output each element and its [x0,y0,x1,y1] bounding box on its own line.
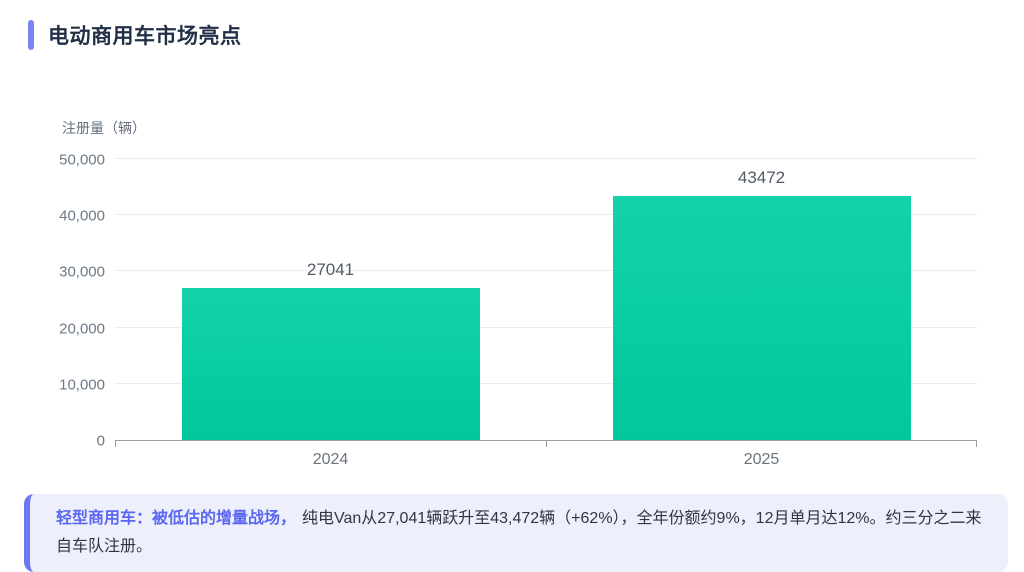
title-accent-bar [28,20,34,50]
x-axis-tick [115,440,116,447]
gridline [115,270,977,272]
page-title: 电动商用车市场亮点 [48,25,242,48]
bar-value-label: 43472 [737,167,786,187]
x-axis-tick [976,440,977,447]
y-tick-label: 50,000 [59,151,105,169]
gridline [115,214,977,216]
gridline [115,382,977,384]
y-axis-title: 注册量（辆） [62,120,146,136]
y-tick-label: 10,000 [59,376,105,394]
y-tick-label: 40,000 [59,207,105,225]
bar-2025[interactable] [612,195,911,440]
y-axis-tick-labels: 0 10,000 20,000 30,000 40,000 50,000 [20,152,105,450]
x-tick-label: 2025 [743,451,780,468]
y-tick-label: 20,000 [59,320,105,338]
bar-value-label: 27041 [306,260,355,280]
x-axis-tick-labels: 2024 2025 [115,451,977,473]
y-tick-label: 0 [96,432,105,450]
y-tick-label: 30,000 [59,263,105,281]
note-body-text: 纯电Van从27,041辆跃升至43,472辆（+62%），全年份额约9%，12… [56,510,982,555]
x-axis-tick [546,440,547,447]
x-tick-label: 2024 [312,451,349,468]
plot-area: 27041 43472 [115,158,977,447]
note-lead-text: 轻型商用车：被低估的增量战场， [56,510,297,527]
gridline [115,158,977,159]
gridline [115,326,977,328]
page-header: 电动商用车市场亮点 [28,20,242,50]
bar-2024[interactable] [181,288,480,440]
insight-note: 轻型商用车：被低估的增量战场， 纯电Van从27,041辆跃升至43,472辆（+… [24,494,1008,572]
